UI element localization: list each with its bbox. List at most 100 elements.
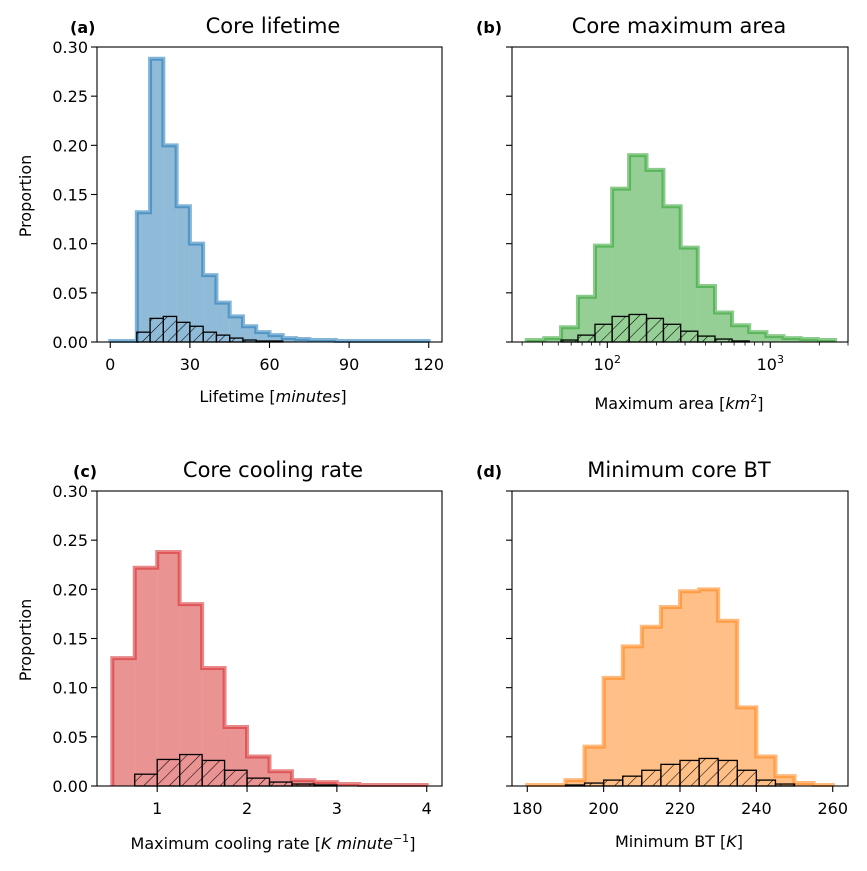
panel-b-bar — [612, 188, 630, 342]
panel-a-yticks: 0.00 0.05 0.10 0.15 0.20 0.25 0.30 — [52, 38, 97, 352]
panel-c-subset-bar — [156, 758, 181, 787]
panel-a-bar — [176, 206, 190, 342]
panel-b-subset-bar — [645, 317, 665, 343]
panel-b-bar — [766, 336, 784, 342]
panel-min-bt: 180 200 220 240 260 Minimum core BT (d) Mini… — [476, 458, 849, 851]
panel-a-xtick-label: 90 — [339, 355, 359, 374]
panel-c-xtick-label: 4 — [422, 799, 432, 818]
panel-d-subset-bar — [679, 759, 700, 787]
panel-c-ytick-label: 0.00 — [52, 777, 88, 796]
panel-a-all-cores-outline — [108, 56, 431, 344]
panel-a-bar — [203, 275, 217, 342]
panel-d-xtick-label: 220 — [665, 799, 696, 818]
panel-d-subset-bar — [622, 775, 643, 787]
panel-a-bar — [163, 145, 177, 342]
panel-c-ylabel: Proportion — [16, 599, 35, 682]
panel-a-ytick-label: 0.10 — [52, 235, 88, 254]
panel-c-subset-bar — [201, 759, 226, 787]
panel-d-subset-bar — [660, 763, 681, 787]
panel-c-subset-bar — [268, 781, 293, 787]
panel-b-bar — [749, 332, 767, 342]
panel-a-ytick-label: 0.05 — [52, 284, 88, 303]
panel-c-letter: (c) — [73, 462, 97, 481]
panel-d-bar — [680, 591, 700, 786]
panel-a-ylabel: Proportion — [16, 155, 35, 238]
panel-c-subset-bar — [134, 773, 158, 787]
panel-a-bar — [229, 316, 243, 342]
panel-d-yticks — [506, 490, 512, 787]
panel-c-bar — [157, 551, 180, 786]
panel-b-bar — [732, 325, 750, 342]
panel-c-ytick-label: 0.20 — [52, 580, 88, 599]
panel-a-ytick-label: 0.30 — [52, 38, 88, 57]
panel-d-subset-bar — [698, 757, 719, 787]
panel-b-subset-bar — [662, 323, 682, 343]
panel-c-xtick-label: 2 — [242, 799, 252, 818]
panel-c-bar — [112, 658, 135, 786]
panel-d-xtick-label: 180 — [512, 799, 543, 818]
panel-b-subset-bar — [611, 315, 630, 343]
panel-d-bar — [718, 620, 738, 786]
panel-c-bar — [134, 567, 158, 786]
panel-a-subset-bar — [162, 315, 178, 343]
panel-a-subset-bar — [136, 331, 151, 343]
panel-c-bar — [202, 668, 225, 786]
panel-c-xlabel: Maximum cooling rate [K minute−1] — [131, 832, 416, 853]
panel-b-subset-bar — [697, 335, 716, 343]
panel-a-subset-bar — [149, 317, 164, 343]
panel-b-xtick-label: 102 — [594, 353, 621, 374]
panel-c-subset-bar — [179, 753, 203, 787]
panel-c-ytick-label: 0.15 — [52, 630, 88, 649]
panel-c-ytick-label: 0.05 — [52, 728, 88, 747]
panel-b-xticks: 102 103 — [521, 342, 849, 374]
panel-max-area: 102 103 Core maximum area (b) Maximum are… — [476, 14, 849, 413]
panel-a-subset-bar — [175, 321, 191, 343]
panel-d-bar — [737, 707, 757, 786]
panel-b-yticks — [506, 46, 512, 343]
panel-a-subset-bar — [189, 325, 204, 343]
panel-a-subset-bar — [215, 334, 231, 343]
panel-d-bar — [775, 776, 795, 786]
panel-d-bar — [584, 746, 604, 786]
panel-b-subset-bar — [594, 323, 613, 343]
panel-d-subset-bar — [717, 759, 738, 787]
panel-d-xticks: 180 200 220 240 260 — [512, 786, 848, 818]
panel-c-all-cores-outline — [110, 549, 429, 788]
panel-d-bar — [565, 780, 585, 786]
panel-a-bar — [189, 243, 204, 342]
panel-a-bar — [216, 302, 230, 342]
panel-d-bar — [660, 607, 680, 786]
panel-d-subset-bar — [736, 769, 758, 787]
panel-b-letter: (b) — [476, 18, 502, 37]
panel-b-bar — [629, 155, 647, 342]
panel-a-bar — [256, 332, 270, 342]
panel-a-ytick-label: 0.25 — [52, 87, 88, 106]
panel-b-bar — [697, 285, 716, 342]
panel-b-bar — [577, 296, 595, 342]
panel-c-xticks: 1 2 3 4 — [152, 786, 432, 818]
panel-a-xticks: 0 30 60 90 120 — [105, 342, 444, 374]
panel-d-bar — [622, 646, 642, 786]
panel-b-title: Core maximum area — [572, 14, 787, 38]
panel-cooling-rate: 0.00 0.05 0.10 0.15 0.20 0.25 0.30 1 2 3 4 Core c… — [16, 458, 443, 853]
panel-b-bar — [715, 312, 733, 342]
panel-a-subset-bar — [229, 337, 244, 343]
panel-b-bar — [680, 247, 698, 342]
panel-c-ytick-label: 0.30 — [52, 482, 88, 501]
panel-d-all-cores-outline — [525, 587, 835, 788]
panel-a-bar — [136, 212, 151, 342]
panel-a-xtick-label: 60 — [259, 355, 279, 374]
panel-d-bar — [756, 756, 776, 786]
panel-c-xtick-label: 3 — [332, 799, 342, 818]
panel-d-xtick-label: 240 — [741, 799, 772, 818]
panel-a-xlabel: Lifetime [minutes] — [199, 387, 346, 406]
panel-a-bar — [242, 326, 257, 342]
panel-b-xlabel: Maximum area [km2] — [594, 392, 763, 413]
panel-c-xtick-label: 1 — [152, 799, 162, 818]
panel-a-bar — [269, 335, 283, 342]
panel-c-bars — [110, 549, 429, 788]
panel-b-subset-bar — [577, 334, 596, 343]
panel-d-bars — [525, 587, 835, 788]
panel-d-letter: (d) — [476, 462, 502, 481]
panel-b-all-cores-outline — [524, 153, 838, 343]
